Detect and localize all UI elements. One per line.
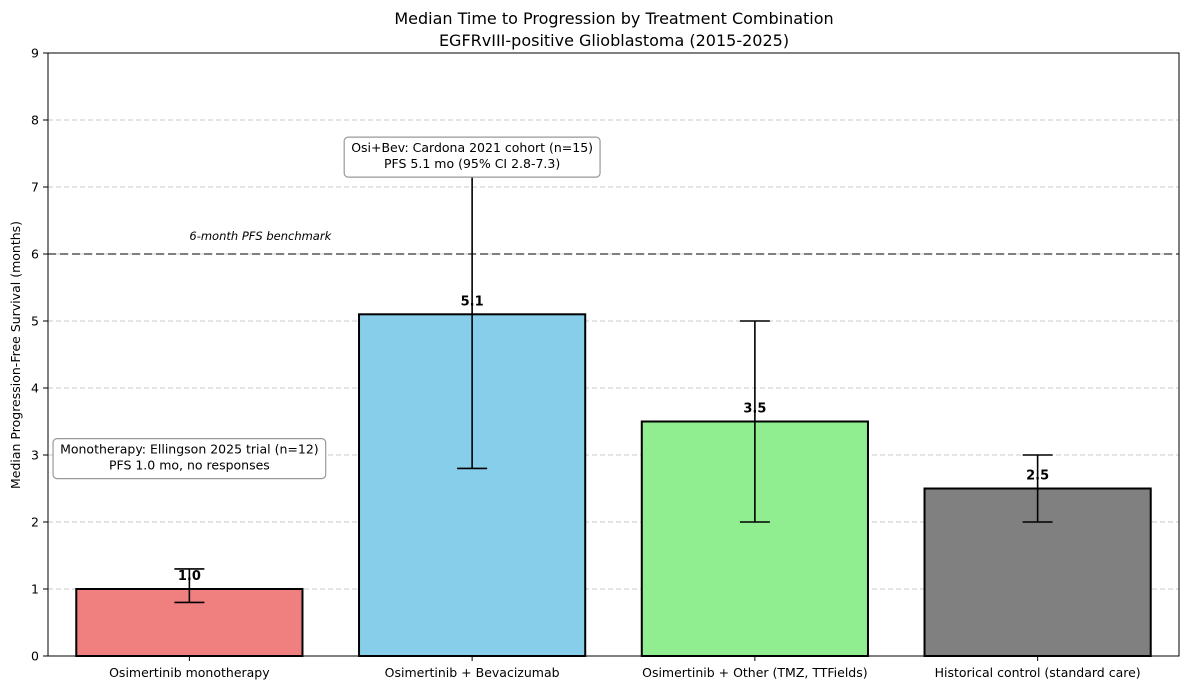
bar-value-label: 1.0 xyxy=(178,569,201,584)
axes: 0 1 2 3 4 5 6 7 8 9 Osimertinib monotherapy Osimert… xyxy=(31,46,1180,680)
y-tick-label: 0 xyxy=(31,649,39,664)
x-tick-label: Osimertinib monotherapy xyxy=(109,665,270,680)
reference-line-group: 6-month PFS benchmark xyxy=(48,229,1179,255)
bar-value-labels: 1.0 5.1 3.5 2.5 xyxy=(178,294,1049,584)
annotation-text: PFS 5.1 mo (95% CI 2.8-7.3) xyxy=(384,156,560,171)
annotation-box: Monotherapy: Ellingson 2025 trial (n=12)… xyxy=(52,438,327,480)
annotation-text: PFS 1.0 mo, no responses xyxy=(109,458,270,473)
y-tick-label: 8 xyxy=(31,113,39,128)
y-tick-label: 7 xyxy=(31,180,39,195)
bar-value-label: 5.1 xyxy=(461,294,484,309)
reference-line-label: 6-month PFS benchmark xyxy=(189,229,332,243)
chart-title: Median Time to Progression by Treatment … xyxy=(394,9,833,28)
y-tick-label: 1 xyxy=(31,582,39,597)
annotation-frame xyxy=(343,136,601,178)
annotation-text: Osi+Bev: Cardona 2021 cohort (n=15) xyxy=(351,140,593,155)
x-tick-label: Osimertinib + Bevacizumab xyxy=(385,665,560,680)
annotation-frame xyxy=(52,438,327,480)
annotation-text: Monotherapy: Ellingson 2025 trial (n=12) xyxy=(60,442,319,457)
bar-value-label: 3.5 xyxy=(743,402,766,417)
y-tick-label: 4 xyxy=(31,381,39,396)
annotation-box: Osi+Bev: Cardona 2021 cohort (n=15)PFS 5… xyxy=(343,136,601,178)
x-tick-label: Historical control (standard care) xyxy=(935,665,1141,680)
y-tick-label: 2 xyxy=(31,515,39,530)
y-tick-label: 3 xyxy=(31,448,39,463)
annotations: Monotherapy: Ellingson 2025 trial (n=12)… xyxy=(52,136,601,480)
y-tick-label: 5 xyxy=(31,314,39,329)
y-tick-label: 9 xyxy=(31,46,39,61)
error-bars xyxy=(174,166,1053,604)
y-axis-label: Median Progression-Free Survival (months… xyxy=(8,221,23,489)
x-tick-label: Osimertinib + Other (TMZ, TTFields) xyxy=(642,665,868,680)
chart-subtitle: EGFRvIII-positive Glioblastoma (2015-202… xyxy=(439,31,789,50)
y-tick-label: 6 xyxy=(31,247,39,262)
plot-frame xyxy=(47,52,1180,657)
bars xyxy=(75,313,1152,657)
bar-value-label: 2.5 xyxy=(1026,469,1049,484)
